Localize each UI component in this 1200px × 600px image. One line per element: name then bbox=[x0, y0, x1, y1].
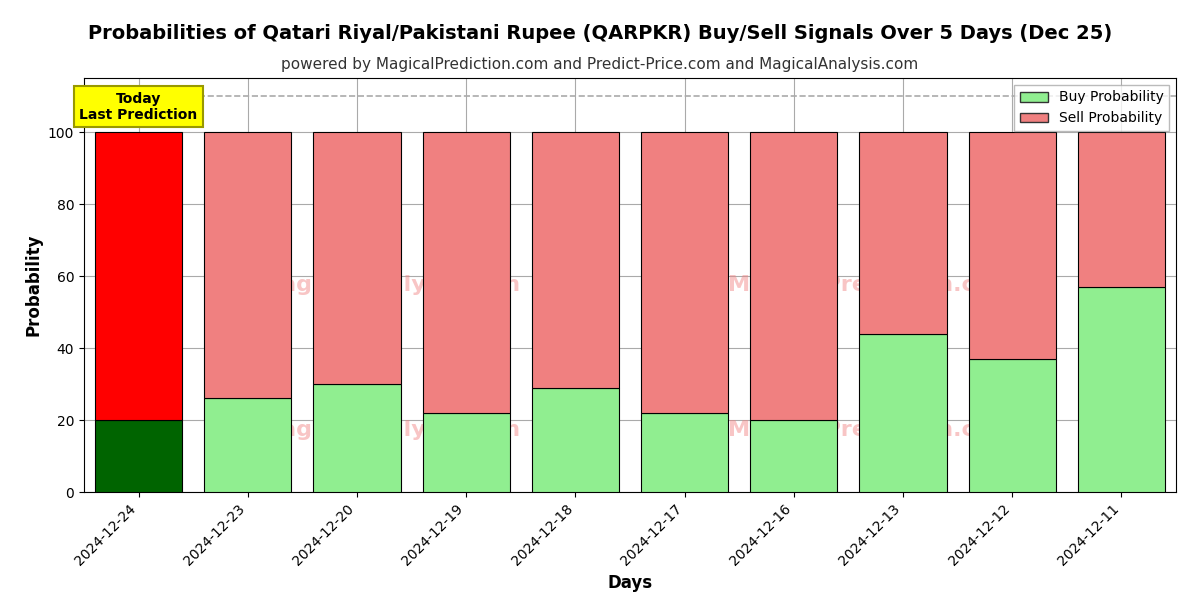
Bar bbox=[422, 413, 510, 492]
Bar bbox=[641, 413, 728, 492]
Bar bbox=[1078, 132, 1165, 287]
X-axis label: Days: Days bbox=[607, 574, 653, 592]
Bar bbox=[313, 132, 401, 384]
Bar bbox=[204, 398, 292, 492]
Bar bbox=[532, 132, 619, 388]
Bar bbox=[313, 384, 401, 492]
Bar bbox=[95, 420, 182, 492]
Bar bbox=[204, 132, 292, 398]
Bar bbox=[422, 132, 510, 413]
Text: Today
Last Prediction: Today Last Prediction bbox=[79, 92, 198, 122]
Bar bbox=[750, 132, 838, 420]
Legend: Buy Probability, Sell Probability: Buy Probability, Sell Probability bbox=[1014, 85, 1169, 131]
Text: powered by MagicalPrediction.com and Predict-Price.com and MagicalAnalysis.com: powered by MagicalPrediction.com and Pre… bbox=[281, 57, 919, 72]
Bar bbox=[1078, 287, 1165, 492]
Text: Probabilities of Qatari Riyal/Pakistani Rupee (QARPKR) Buy/Sell Signals Over 5 D: Probabilities of Qatari Riyal/Pakistani … bbox=[88, 24, 1112, 43]
Text: MagicalAnalysis.com: MagicalAnalysis.com bbox=[259, 275, 521, 295]
Text: MagicalPrediction.com: MagicalPrediction.com bbox=[727, 275, 1013, 295]
Bar bbox=[859, 334, 947, 492]
Bar bbox=[968, 359, 1056, 492]
Text: MagicalPrediction.com: MagicalPrediction.com bbox=[727, 420, 1013, 440]
Bar bbox=[859, 132, 947, 334]
Y-axis label: Probability: Probability bbox=[24, 234, 42, 336]
Text: MagicalAnalysis.com: MagicalAnalysis.com bbox=[259, 420, 521, 440]
Bar bbox=[641, 132, 728, 413]
Bar bbox=[95, 132, 182, 420]
Bar bbox=[532, 388, 619, 492]
Bar bbox=[750, 420, 838, 492]
Bar bbox=[968, 132, 1056, 359]
